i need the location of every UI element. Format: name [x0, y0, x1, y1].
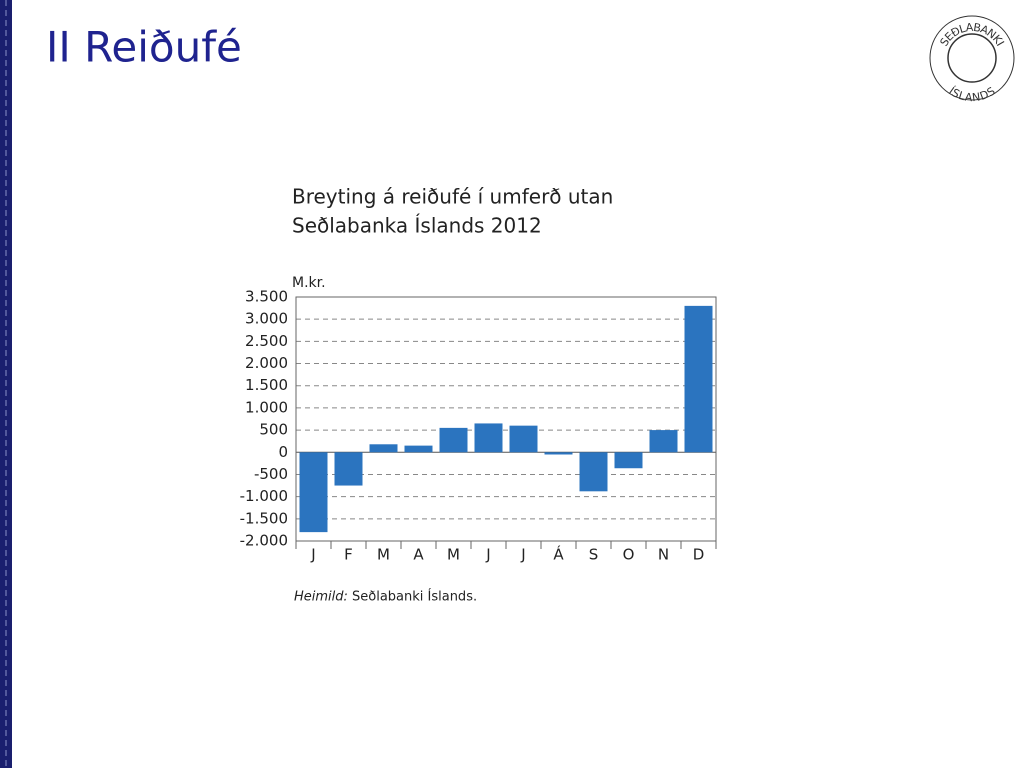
- y-tick-label: 3.500: [245, 288, 288, 306]
- y-tick-label: -2.000: [240, 532, 288, 550]
- x-tick-label: M: [377, 546, 390, 564]
- logo-bottom: ÍSLANDS: [946, 85, 997, 105]
- y-tick-label: -500: [254, 465, 288, 483]
- y-tick-label: 2.500: [245, 332, 288, 350]
- y-tick-label: 0: [278, 443, 288, 461]
- bar: [509, 425, 538, 453]
- bar: [439, 427, 468, 453]
- y-tick-label: 500: [259, 421, 288, 439]
- bar: [579, 452, 608, 492]
- y-axis-label: M.kr.: [292, 275, 326, 291]
- source-label: Heimild:: [294, 590, 348, 605]
- bar: [404, 445, 433, 453]
- x-tick-label: J: [310, 546, 315, 564]
- logo-ring: [929, 15, 1015, 101]
- slide-title: II Reiðufé: [46, 23, 242, 72]
- x-tick-label: N: [658, 546, 669, 564]
- chart-title: Breyting á reiðufé í umferð utan: [292, 185, 613, 209]
- x-tick-label: D: [693, 546, 705, 564]
- logo-emblem: [947, 33, 997, 83]
- bar: [544, 452, 573, 455]
- y-tick-label: 3.000: [245, 310, 288, 328]
- chart-title: Seðlabanka Íslands 2012: [292, 214, 542, 238]
- bar: [614, 452, 643, 469]
- y-tick-label: 1.000: [245, 398, 288, 416]
- x-tick-label: O: [623, 546, 635, 564]
- x-tick-label: J: [520, 546, 525, 564]
- bar: [369, 444, 398, 453]
- bar: [649, 430, 678, 453]
- bar: [299, 452, 328, 533]
- x-tick-label: S: [589, 546, 599, 564]
- logo: SEÐLABANKI ÍSLANDS: [929, 15, 1015, 105]
- logo-text: ÍSLANDS: [946, 85, 997, 105]
- y-tick-label: -1.500: [240, 509, 288, 527]
- x-tick-label: M: [447, 546, 460, 564]
- bar: [474, 423, 503, 453]
- y-tick-label: -1.000: [240, 487, 288, 505]
- x-tick-label: J: [485, 546, 490, 564]
- bar: [334, 452, 363, 486]
- x-tick-label: F: [344, 546, 353, 564]
- plot-frame: [295, 296, 717, 542]
- source-text: Seðlabanki Íslands.: [352, 589, 477, 605]
- y-tick-label: 1.500: [245, 376, 288, 394]
- y-tick-label: 2.000: [245, 354, 288, 372]
- x-tick-label: A: [413, 546, 424, 564]
- bar: [684, 305, 713, 453]
- x-tick-label: Á: [553, 545, 564, 564]
